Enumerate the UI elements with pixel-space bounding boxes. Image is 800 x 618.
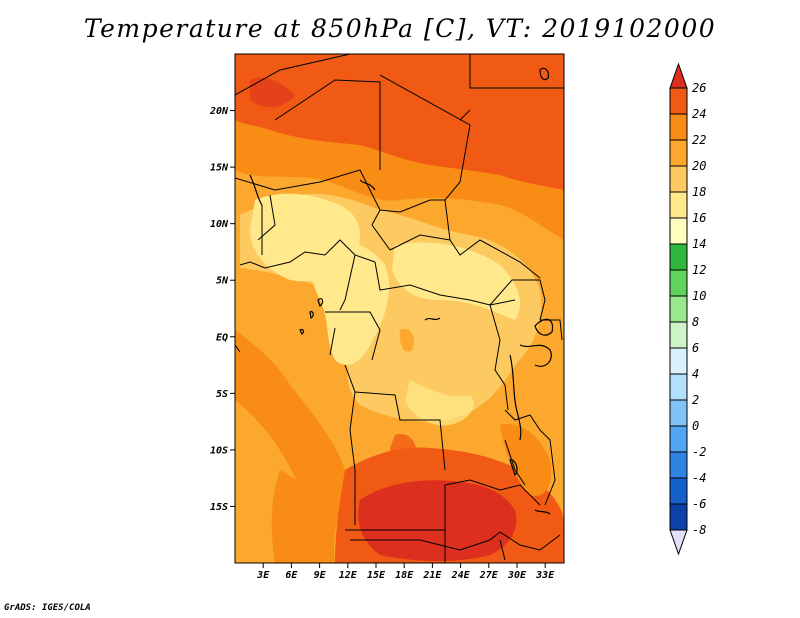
lon-tick-label: 21E xyxy=(422,570,442,581)
colorbar-label: -6 xyxy=(692,497,706,511)
colorbar-box xyxy=(669,113,688,141)
lon-tick-label: 3E xyxy=(256,570,270,581)
colorbar-label: 26 xyxy=(692,81,706,95)
lon-tick-label: 24E xyxy=(451,570,471,581)
colorbar-box xyxy=(669,373,688,401)
lon-tick-label: 30E xyxy=(507,570,527,581)
lat-tick-label: 5S xyxy=(216,389,228,400)
colorbar-label: -4 xyxy=(692,471,706,485)
colorbar-box xyxy=(669,451,688,479)
temperature-field xyxy=(235,54,564,563)
colorbar-label: 24 xyxy=(692,107,706,121)
lon-tick-label: 33E xyxy=(535,570,555,581)
colorbar-box xyxy=(669,165,688,193)
colorbar-box xyxy=(669,191,688,219)
colorbar-box xyxy=(669,347,688,375)
colorbar-box xyxy=(669,269,688,297)
colorbar-box xyxy=(669,477,688,505)
lat-tick-label: 20N xyxy=(209,106,229,117)
chart-title: Temperature at 850hPa [C], VT: 201910200… xyxy=(83,14,717,43)
colorbar-label: 2 xyxy=(692,393,699,407)
colorbar-label: 4 xyxy=(692,367,699,381)
lon-tick-label: 6E xyxy=(285,570,298,581)
colorbar-box xyxy=(669,217,688,245)
lat-tick-label: 10S xyxy=(210,445,228,456)
colorbar-label: 6 xyxy=(692,341,699,355)
colorbar-label: 12 xyxy=(692,263,706,277)
lon-tick-label: 27E xyxy=(479,570,499,581)
colorbar-label: 22 xyxy=(692,133,706,147)
lon-tick-label: 18E xyxy=(395,570,414,581)
colorbar-box xyxy=(669,295,688,323)
lat-tick-label: 15S xyxy=(210,502,228,513)
colorbar-label: 20 xyxy=(692,159,706,173)
lon-tick-label: 9E xyxy=(314,570,327,581)
software-credit: GrADS: IGES/COLA xyxy=(4,603,91,613)
map-frame xyxy=(234,53,565,564)
colorbar-box xyxy=(669,503,688,531)
coastlines-lakes xyxy=(249,67,554,515)
colorbar-box xyxy=(669,87,688,115)
colorbar-box xyxy=(669,139,688,167)
lat-tick-label: 15N xyxy=(210,163,229,174)
colorbar-label: 14 xyxy=(692,237,706,251)
latitude-axis: 20N 15N 10N 5N EQ 5S 10S 15S xyxy=(209,106,235,513)
colorbar-label: 0 xyxy=(692,419,699,433)
longitude-axis: 3E 6E 9E 12E 15E 18E 21E 24E 27E 30E 33E xyxy=(256,563,555,581)
country-borders xyxy=(235,54,564,563)
colorbar-under-triangle xyxy=(669,529,688,556)
lat-tick-label: EQ xyxy=(216,332,228,343)
lat-tick-label: 10N xyxy=(210,219,229,230)
colorbar-box xyxy=(669,399,688,427)
colorbar-label: -8 xyxy=(692,523,706,537)
colorbar-label: 16 xyxy=(692,211,706,225)
lon-tick-label: 15E xyxy=(367,570,386,581)
colorbar-label: 8 xyxy=(692,315,699,329)
lon-tick-label: 12E xyxy=(339,570,358,581)
colorbar-box xyxy=(669,321,688,349)
lat-tick-label: 5N xyxy=(216,276,229,287)
colorbar-box xyxy=(669,425,688,453)
colorbar-box xyxy=(669,243,688,271)
colorbar-over-triangle xyxy=(669,62,688,89)
colorbar-label: 18 xyxy=(692,185,706,199)
colorbar-label: 10 xyxy=(692,289,706,303)
colorbar-label: -2 xyxy=(692,445,706,459)
